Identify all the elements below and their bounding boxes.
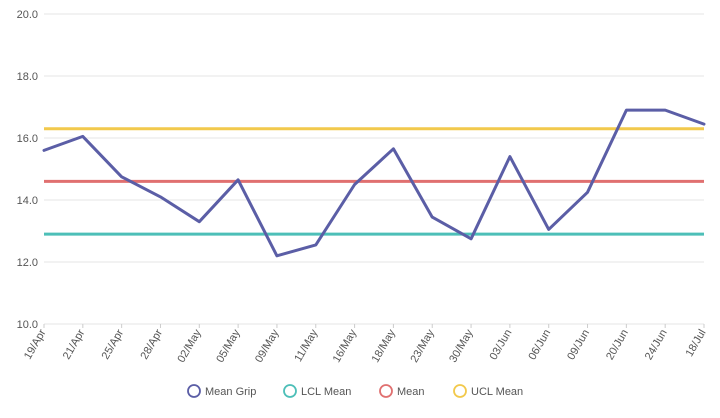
legend-item-lcl-mean[interactable]: LCL Mean [283, 384, 351, 398]
x-tick-label: 23/May [408, 327, 437, 365]
x-tick-label: 24/Jun [643, 328, 670, 363]
y-tick-label: 10.0 [17, 319, 38, 331]
x-tick-label: 05/May [214, 327, 243, 365]
y-tick-label: 14.0 [17, 195, 38, 207]
x-tick-label: 16/May [331, 327, 360, 365]
legend-marker-ucl-mean [453, 384, 467, 398]
grid [44, 13, 704, 325]
x-tick-label: 30/May [447, 327, 476, 365]
legend-marker-lcl-mean [283, 384, 297, 398]
x-tick-label: 25/Apr [100, 327, 127, 361]
x-tick-label: 06/Jun [526, 328, 553, 363]
series-mean-grip [42, 108, 706, 258]
x-tick-label: 21/Apr [61, 327, 88, 361]
legend-label-mean: Mean [397, 386, 425, 398]
x-tick-label: 20/Jun [604, 328, 631, 363]
y-tick-label: 16.0 [17, 133, 38, 145]
legend-label-ucl-mean: UCL Mean [471, 386, 523, 398]
y-tick-label: 18.0 [17, 71, 38, 83]
x-tick-label: 11/May [292, 327, 320, 364]
legend-item-ucl-mean[interactable]: UCL Mean [453, 384, 523, 398]
legend-item-mean[interactable]: Mean [379, 384, 425, 398]
x-tick-label: 09/May [253, 327, 282, 365]
legend-item-mean-grip[interactable]: Mean Grip [187, 384, 256, 398]
y-tick-label: 20.0 [17, 9, 38, 21]
axes: 10.0 12.0 14.0 16.0 18.0 20.0 19/Apr 21/Apr 25/A… [17, 9, 709, 365]
x-tick-label: 18/Jul [684, 328, 709, 359]
legend-marker-mean [379, 384, 393, 398]
y-tick-label: 12.0 [17, 257, 38, 269]
legend: Mean Grip LCL Mean Mean UCL Mean [187, 384, 523, 398]
legend-label-mean-grip: Mean Grip [205, 386, 256, 398]
legend-marker-mean-grip [187, 384, 201, 398]
series [42, 108, 706, 258]
x-tick-label: 09/Jun [565, 328, 592, 363]
x-tick-label: 03/Jun [488, 327, 515, 362]
legend-label-lcl-mean: LCL Mean [301, 386, 351, 398]
x-tick-label: 28/Apr [138, 327, 165, 361]
x-tick-label: 19/Apr [22, 327, 49, 361]
x-tick-label: 18/May [370, 327, 399, 365]
x-tick-label: 02/May [175, 327, 204, 365]
